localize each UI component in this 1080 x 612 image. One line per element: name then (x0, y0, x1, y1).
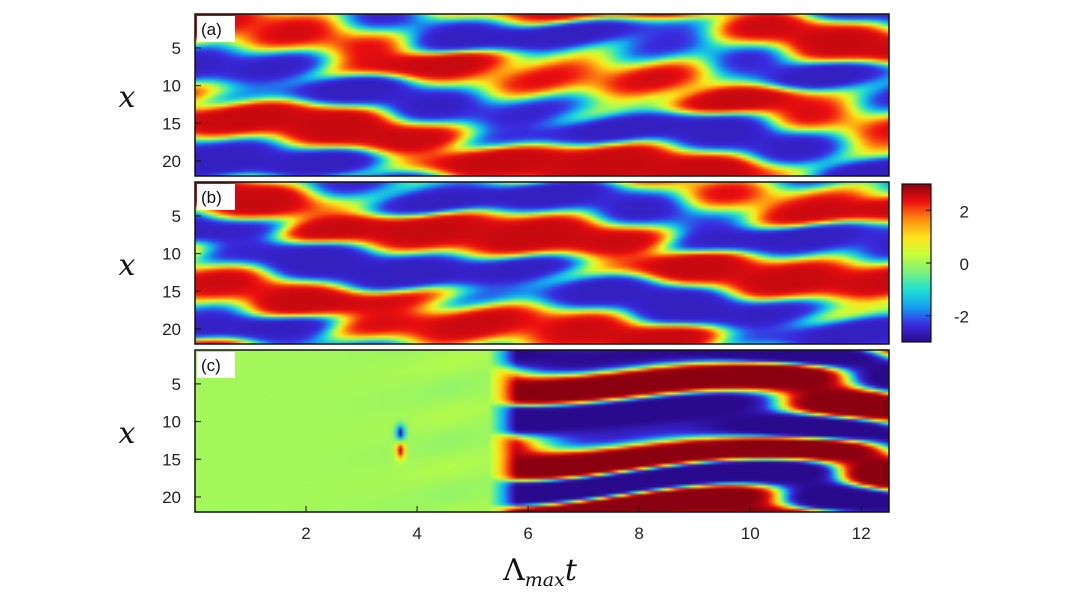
y-tick-label: 15 (162, 450, 181, 469)
y-tick-label: 20 (162, 488, 181, 507)
y-axis-title: x (119, 248, 136, 283)
panel-tag-bg (197, 16, 235, 42)
panel-b: 5 10 15 20 x (b) (119, 181, 890, 345)
panel-frame (194, 181, 890, 345)
panel-tag-bg (197, 184, 235, 210)
panel-a: 5 10 15 20 x (a) (119, 13, 890, 177)
panel-tag: (a) (201, 20, 222, 39)
y-axis-title: x (119, 416, 136, 451)
x-tick-label: 4 (412, 524, 421, 543)
panel-tag: (c) (201, 356, 221, 375)
colorbar-tick-label: -2 (954, 308, 969, 327)
panel-tag-bg (197, 352, 235, 378)
y-tick-label: 10 (162, 245, 181, 264)
heatmap-image (195, 350, 889, 512)
y-tick-label: 20 (162, 152, 181, 171)
x-axis-title-sub: max (525, 569, 565, 591)
panel-frame (194, 13, 890, 177)
y-tick-label: 15 (162, 114, 181, 133)
x-tick-label: 10 (741, 524, 760, 543)
colorbar: 2 0 -2 (901, 183, 969, 343)
x-tick-label: 6 (523, 524, 532, 543)
y-tick-label: 5 (172, 375, 181, 394)
colorbar-tick-label: 0 (960, 255, 969, 274)
y-tick-label: 10 (162, 77, 181, 96)
panels: 5 10 15 20 x (a) 5 10 15 20 x (b) 5 10 15 20 x (c) 2 4 6 8 10 1… (119, 13, 890, 543)
panel-frame (194, 349, 890, 513)
x-axis-title-lambda: Λ (502, 553, 525, 588)
y-axis-title: x (119, 80, 136, 115)
heatmap-image (195, 14, 889, 176)
y-tick-label: 20 (162, 320, 181, 339)
y-tick-label: 5 (172, 39, 181, 58)
colorbar-tick-label: 2 (960, 202, 969, 221)
y-tick-label: 15 (162, 282, 181, 301)
y-tick-label: 10 (162, 413, 181, 432)
x-axis-title-var: t (565, 553, 578, 588)
panel-tag: (b) (201, 188, 222, 207)
x-tick-label: 12 (852, 524, 871, 543)
panel-c: 5 10 15 20 x (c) 2 4 6 8 10 12 (119, 349, 890, 543)
y-tick-label: 5 (172, 207, 181, 226)
heatmap-image (195, 182, 889, 344)
x-tick-label: 8 (634, 524, 643, 543)
x-tick-label: 2 (301, 524, 310, 543)
x-axis-title: Λmaxt (502, 553, 578, 591)
